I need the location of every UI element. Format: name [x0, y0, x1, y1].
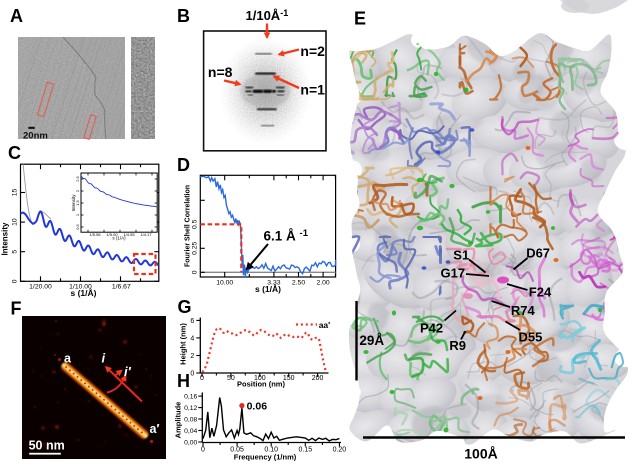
svg-text:B: B	[177, 6, 190, 26]
svg-text:s (1/Å): s (1/Å)	[71, 288, 97, 298]
svg-text:0: 0	[192, 270, 199, 274]
svg-text:0.10: 0.10	[264, 447, 278, 454]
svg-text:i′: i′	[124, 364, 132, 379]
svg-text:200: 200	[312, 375, 324, 382]
svg-text:15: 15	[12, 189, 19, 197]
svg-text:A: A	[10, 6, 23, 26]
svg-text:Intensity: Intensity	[71, 194, 76, 212]
svg-text:R9: R9	[449, 338, 466, 353]
svg-text:0.25: 0.25	[192, 241, 199, 254]
svg-text:P42: P42	[420, 321, 443, 336]
svg-text:F: F	[11, 299, 22, 319]
svg-text:H: H	[177, 371, 190, 391]
svg-text:Fourier Shell Correlation: Fourier Shell Correlation	[185, 185, 192, 267]
svg-text:3.33: 3.33	[267, 280, 280, 287]
svg-text:0,08: 0,08	[184, 416, 197, 423]
svg-text:Position (nm): Position (nm)	[237, 380, 285, 389]
svg-text:i: i	[102, 351, 106, 366]
svg-text:0.15: 0.15	[298, 447, 312, 454]
svg-text:1/6.67: 1/6.67	[112, 284, 131, 291]
svg-text:s (1/Å): s (1/Å)	[255, 284, 281, 294]
svg-text:150: 150	[283, 375, 295, 382]
svg-text:2: 2	[75, 189, 80, 192]
svg-text:1/20.00: 1/20.00	[29, 284, 52, 291]
svg-text:a′: a′	[150, 422, 160, 436]
svg-text:6: 6	[190, 318, 194, 325]
svg-text:Frequency (1/nm): Frequency (1/nm)	[234, 453, 297, 462]
svg-text:0,12: 0,12	[184, 405, 197, 412]
svg-text:4: 4	[190, 335, 194, 342]
svg-text:aa′: aa′	[319, 320, 331, 330]
svg-text:Height (nm): Height (nm)	[179, 323, 188, 365]
svg-text:n=8: n=8	[208, 64, 233, 80]
svg-text:n=1: n=1	[300, 82, 325, 98]
svg-text:S1: S1	[453, 248, 469, 263]
svg-text:1/5.00: 1/5.00	[106, 232, 118, 237]
svg-text:1: 1	[75, 213, 80, 216]
svg-text:0,04: 0,04	[184, 428, 197, 435]
svg-text:0.05: 0.05	[230, 447, 244, 454]
svg-text:0: 0	[190, 370, 194, 377]
svg-text:5: 5	[12, 250, 19, 254]
svg-text:D55: D55	[519, 330, 543, 345]
svg-text:2: 2	[190, 353, 194, 360]
svg-text:Amplitude: Amplitude	[174, 402, 183, 439]
svg-text:a: a	[64, 352, 72, 366]
svg-text:1/10Å-1: 1/10Å-1	[246, 8, 289, 23]
svg-text:0: 0	[200, 375, 204, 382]
svg-text:50 nm: 50 nm	[29, 439, 65, 453]
svg-text:C: C	[8, 143, 21, 163]
svg-text:100: 100	[254, 375, 266, 382]
svg-text:1/10.00: 1/10.00	[69, 284, 92, 291]
svg-text:n=2: n=2	[300, 43, 325, 59]
svg-text:D67: D67	[526, 246, 550, 261]
svg-text:F24: F24	[529, 285, 552, 300]
svg-text:29Å: 29Å	[359, 333, 384, 348]
svg-text:R74: R74	[511, 303, 536, 318]
svg-text:2.50: 2.50	[292, 280, 305, 287]
svg-text:s (1/A): s (1/A)	[112, 236, 126, 241]
svg-text:1/4.55: 1/4.55	[123, 232, 135, 237]
svg-text:1/5.56: 1/5.56	[89, 232, 101, 237]
svg-text:6.1 Å -1: 6.1 Å -1	[264, 228, 309, 244]
svg-text:E: E	[354, 9, 366, 29]
svg-text:10.00: 10.00	[216, 280, 233, 287]
svg-text:2.00: 2.00	[316, 280, 329, 287]
svg-text:1/4.17: 1/4.17	[140, 232, 152, 237]
svg-text:2.5: 2.5	[75, 175, 80, 181]
svg-text:0: 0	[12, 279, 19, 283]
svg-text:20nm: 20nm	[23, 131, 48, 142]
svg-text:Intensity: Intensity	[1, 222, 10, 255]
svg-text:0.5: 0.5	[75, 223, 80, 229]
svg-text:10: 10	[12, 218, 19, 226]
svg-text:0,00: 0,00	[184, 439, 197, 446]
svg-text:100Å: 100Å	[464, 446, 497, 462]
svg-text:50: 50	[227, 375, 235, 382]
svg-text:G: G	[178, 297, 192, 317]
svg-text:1.5: 1.5	[75, 199, 80, 205]
svg-text:D: D	[177, 155, 190, 175]
svg-text:0.20: 0.20	[333, 447, 347, 454]
svg-text:0.5: 0.5	[192, 219, 199, 229]
svg-text:0: 0	[201, 447, 205, 454]
svg-text:G17: G17	[441, 266, 466, 281]
svg-text:0.06: 0.06	[247, 401, 268, 413]
svg-text:0,16: 0,16	[184, 394, 197, 401]
